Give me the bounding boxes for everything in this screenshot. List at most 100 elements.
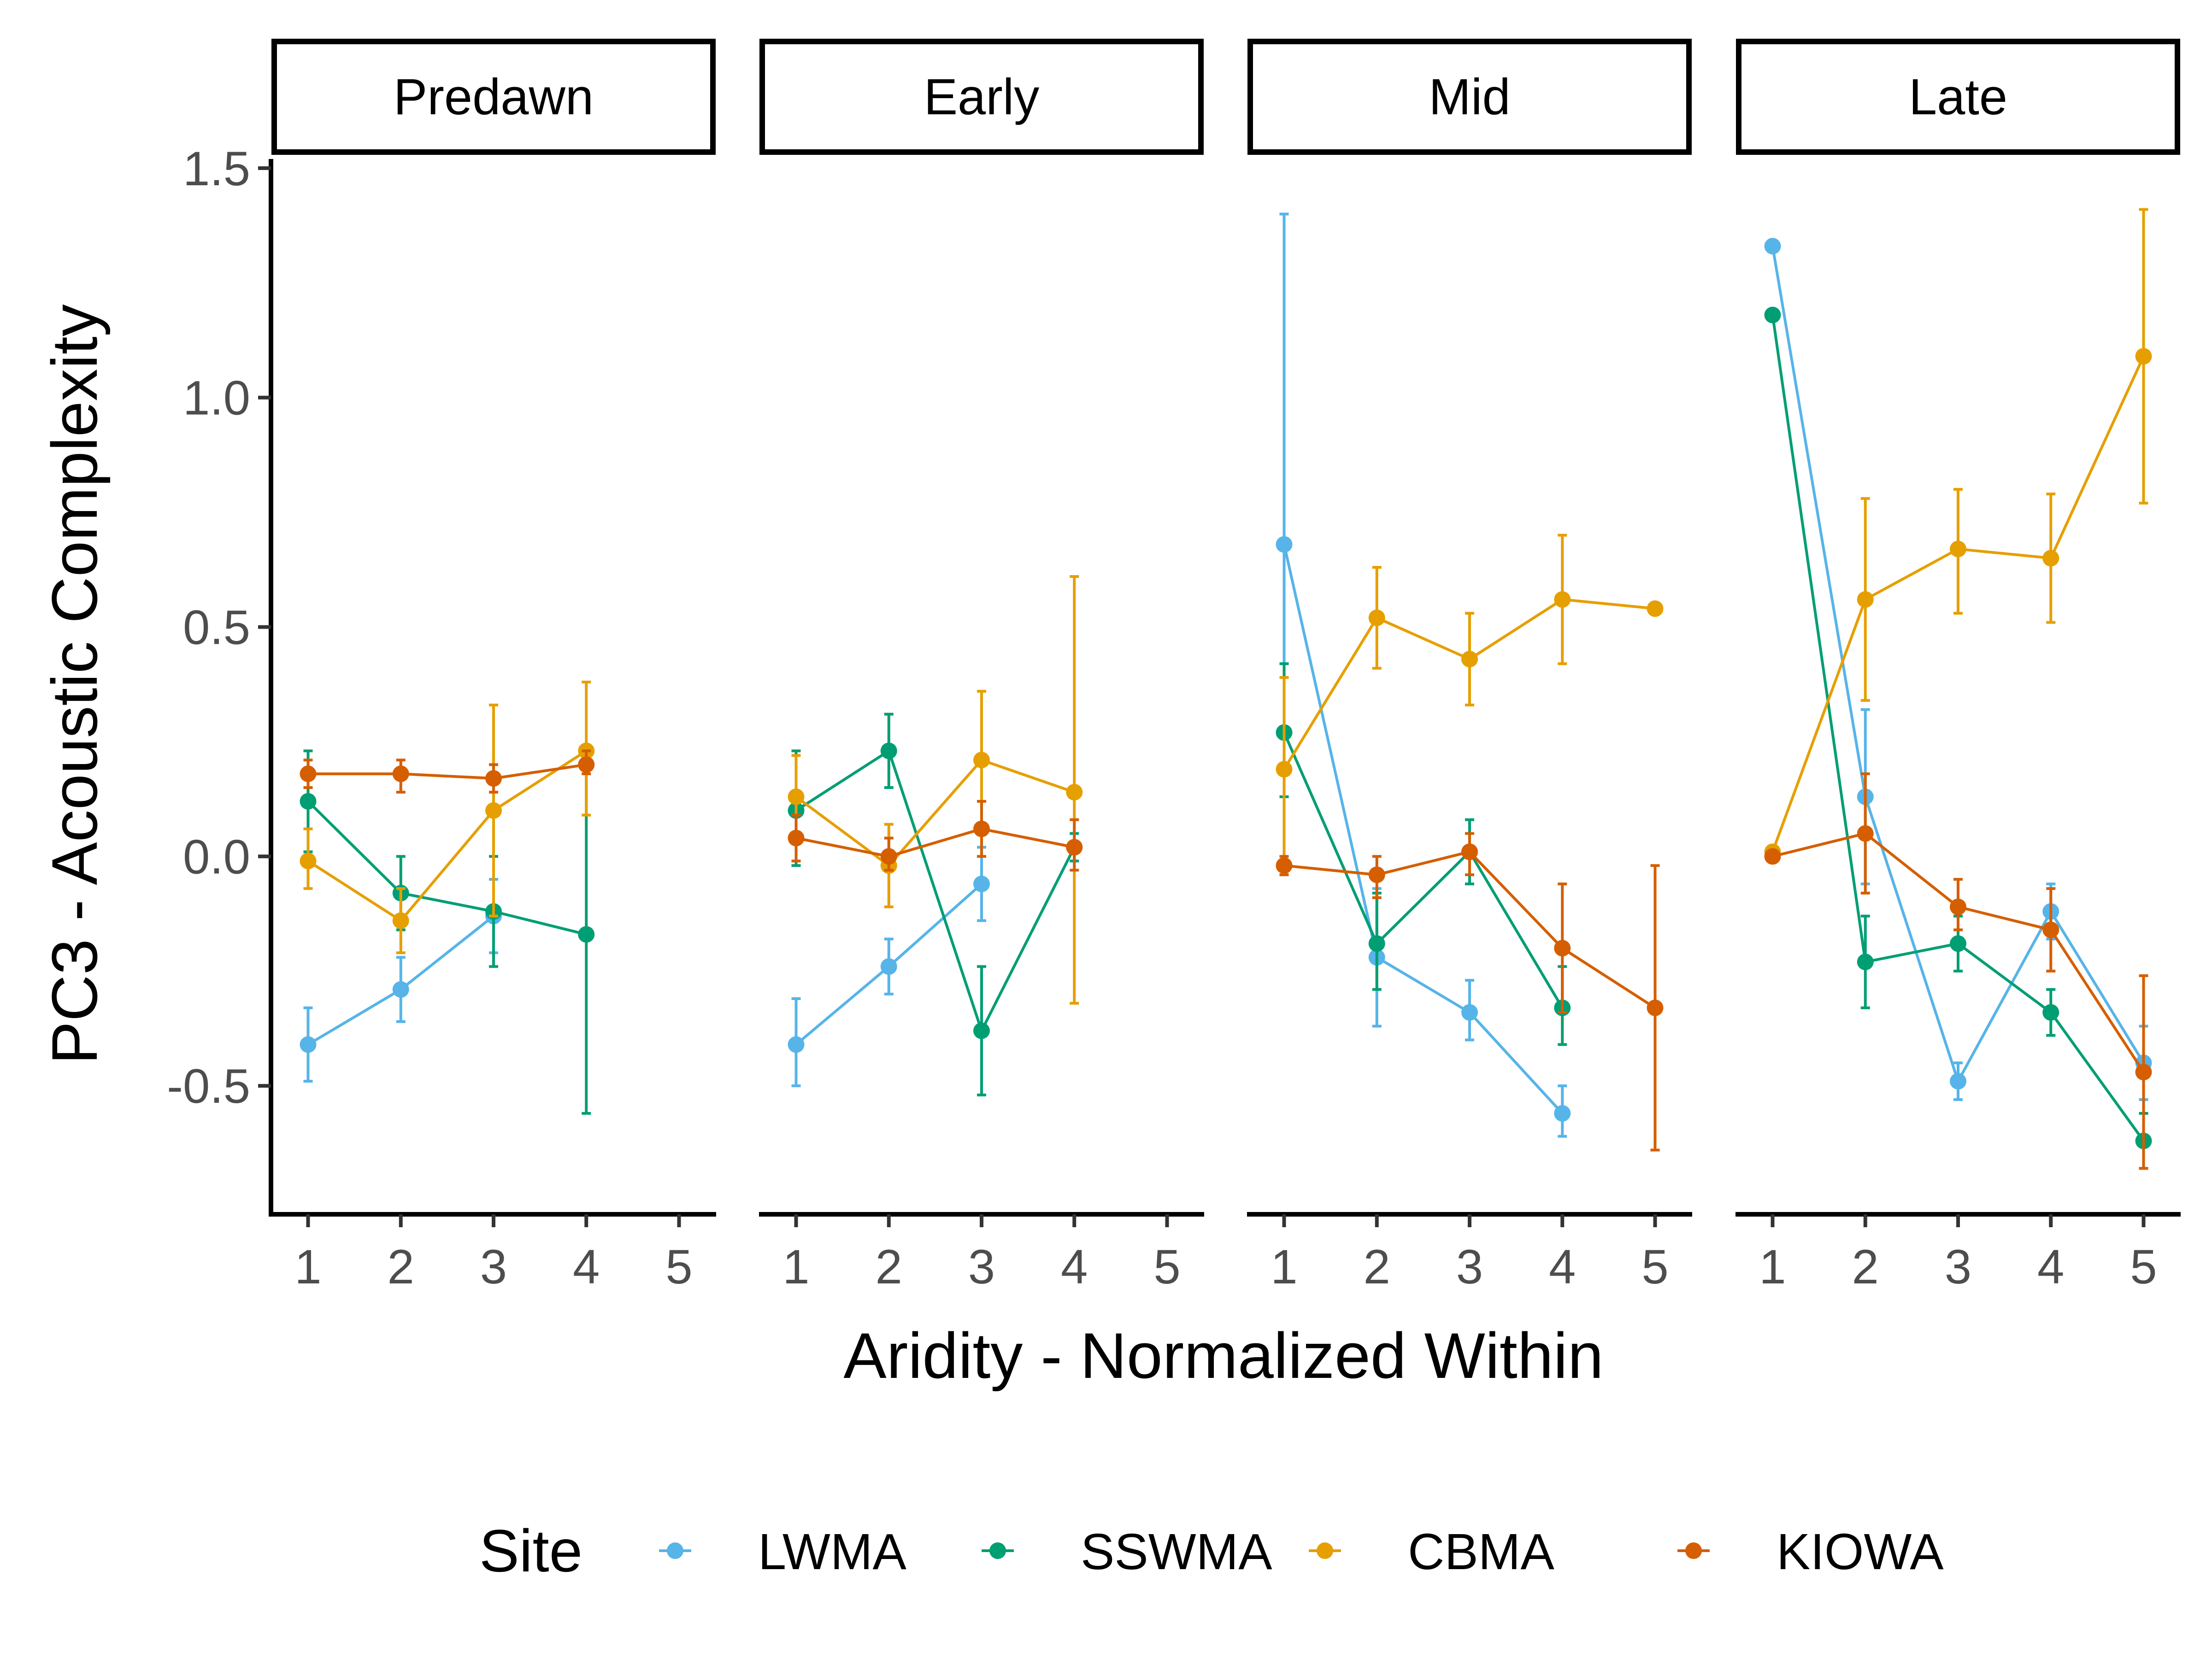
x-tick-label: 4 bbox=[2037, 1240, 2064, 1294]
data-point bbox=[1461, 651, 1478, 668]
data-point bbox=[1950, 935, 1966, 952]
data-point bbox=[1368, 609, 1385, 626]
data-point bbox=[973, 752, 990, 769]
panel-late: Late 1 2 3 4 5 bbox=[1735, 39, 2181, 1294]
data-point bbox=[485, 802, 502, 819]
panel-early: Early 1 2 3 4 5 bbox=[759, 39, 1204, 1294]
data-point bbox=[1554, 940, 1571, 957]
legend-label: KIOWA bbox=[1777, 1524, 1944, 1580]
legend-key-point bbox=[1685, 1542, 1702, 1559]
legend-label: LWMA bbox=[758, 1524, 906, 1580]
series-line bbox=[307, 800, 587, 936]
series-line bbox=[795, 758, 1075, 868]
data-point bbox=[1950, 1073, 1966, 1090]
data-point bbox=[1461, 1004, 1478, 1021]
x-axis-title: Aridity - Normalized Within bbox=[843, 1319, 1603, 1392]
x-tick-label: 2 bbox=[1852, 1240, 1879, 1294]
data-point bbox=[973, 876, 990, 893]
data-point bbox=[300, 793, 317, 810]
x-tick-label: 5 bbox=[665, 1240, 692, 1294]
y-axis: -0.5 0.0 0.5 1.0 1.5 bbox=[167, 142, 273, 1217]
series-line bbox=[795, 748, 1076, 1035]
data-point bbox=[1764, 848, 1781, 865]
series-cbma bbox=[1276, 534, 1664, 863]
data-point bbox=[1368, 866, 1385, 883]
series-line bbox=[795, 827, 1075, 858]
series-sswma bbox=[788, 712, 1083, 1097]
series-line bbox=[308, 763, 587, 780]
series-line bbox=[1282, 732, 1564, 1009]
legend-label: SSWMA bbox=[1081, 1524, 1272, 1580]
panel-mid: Mid 1 2 3 4 5 bbox=[1247, 39, 1692, 1294]
x-tick-label: 4 bbox=[573, 1240, 600, 1294]
strip-late bbox=[1736, 39, 2180, 155]
series-sswma bbox=[1764, 306, 2152, 1170]
data-point bbox=[788, 1036, 805, 1053]
data-point bbox=[578, 926, 595, 943]
series-cbma bbox=[1764, 208, 2152, 860]
strip-label: Early bbox=[924, 69, 1040, 125]
strip-mid bbox=[1247, 39, 1692, 155]
legend: Site LWMA SSWMA CBMA KIOWA bbox=[479, 1517, 1944, 1584]
data-point bbox=[1554, 1105, 1571, 1122]
data-point bbox=[392, 765, 409, 782]
legend-title: Site bbox=[479, 1517, 582, 1584]
data-point bbox=[880, 848, 897, 865]
data-point bbox=[485, 770, 502, 787]
data-point bbox=[1066, 839, 1083, 856]
data-point bbox=[300, 1036, 317, 1053]
data-point bbox=[392, 981, 409, 998]
data-point bbox=[1950, 898, 1966, 915]
data-point bbox=[1461, 843, 1478, 860]
data-point bbox=[1066, 784, 1083, 800]
data-point bbox=[1764, 238, 1781, 255]
x-tick-label: 1 bbox=[782, 1240, 809, 1294]
series-kiowa bbox=[788, 800, 1083, 872]
series-line bbox=[307, 749, 587, 923]
x-tick-label: 3 bbox=[480, 1240, 507, 1294]
legend-key-point bbox=[989, 1542, 1006, 1559]
data-point bbox=[1764, 306, 1781, 324]
x-tick-label: 4 bbox=[1549, 1240, 1576, 1294]
data-point bbox=[2042, 921, 2059, 938]
x-tick-label: 5 bbox=[2130, 1240, 2157, 1294]
legend-item-lwma: LWMA bbox=[659, 1524, 906, 1580]
legend-item-kiowa: KIOWA bbox=[1677, 1524, 1944, 1580]
series-line bbox=[1771, 315, 2145, 1142]
data-point bbox=[300, 853, 317, 870]
x-tick-label: 2 bbox=[388, 1240, 414, 1294]
data-point bbox=[1368, 935, 1385, 952]
y-axis-title: PC3 - Acoustic Complexity bbox=[38, 304, 111, 1064]
series-sswma bbox=[1276, 662, 1571, 1046]
x-tick-label: 4 bbox=[1061, 1240, 1088, 1294]
y-tick-label: 1.5 bbox=[183, 142, 250, 196]
data-point bbox=[973, 1022, 990, 1039]
data-point bbox=[1276, 761, 1293, 778]
strip-label: Predawn bbox=[394, 69, 594, 125]
strip-early bbox=[759, 39, 1204, 155]
data-point bbox=[2135, 348, 2152, 365]
data-point bbox=[392, 912, 409, 929]
data-point bbox=[2042, 550, 2059, 567]
data-point bbox=[1554, 591, 1571, 608]
data-point bbox=[1950, 541, 1966, 558]
series-kiowa bbox=[1764, 772, 2152, 1170]
data-point bbox=[973, 820, 990, 837]
strip-label: Mid bbox=[1429, 69, 1510, 125]
data-point bbox=[1857, 825, 1874, 842]
data-point bbox=[788, 788, 805, 805]
legend-item-sswma: SSWMA bbox=[982, 1524, 1272, 1580]
chart-panels: Predawn 1 2 3 4 5 Early 1 2 3 4 5 Mid 1 2 3 4 5 Late 1 2 3 4 5 bbox=[271, 39, 2181, 1294]
data-point bbox=[880, 958, 897, 975]
data-point bbox=[2135, 1064, 2152, 1081]
x-tick-label: 2 bbox=[1364, 1240, 1390, 1294]
panel-predawn: Predawn 1 2 3 4 5 bbox=[271, 39, 716, 1294]
series-cbma bbox=[300, 681, 595, 954]
y-tick-label: 0.5 bbox=[183, 601, 250, 655]
strip-label: Late bbox=[1909, 69, 2007, 125]
data-point bbox=[578, 756, 595, 773]
series-line bbox=[1282, 544, 1564, 1115]
x-tick-label: 1 bbox=[1271, 1240, 1297, 1294]
data-point bbox=[1276, 857, 1293, 874]
